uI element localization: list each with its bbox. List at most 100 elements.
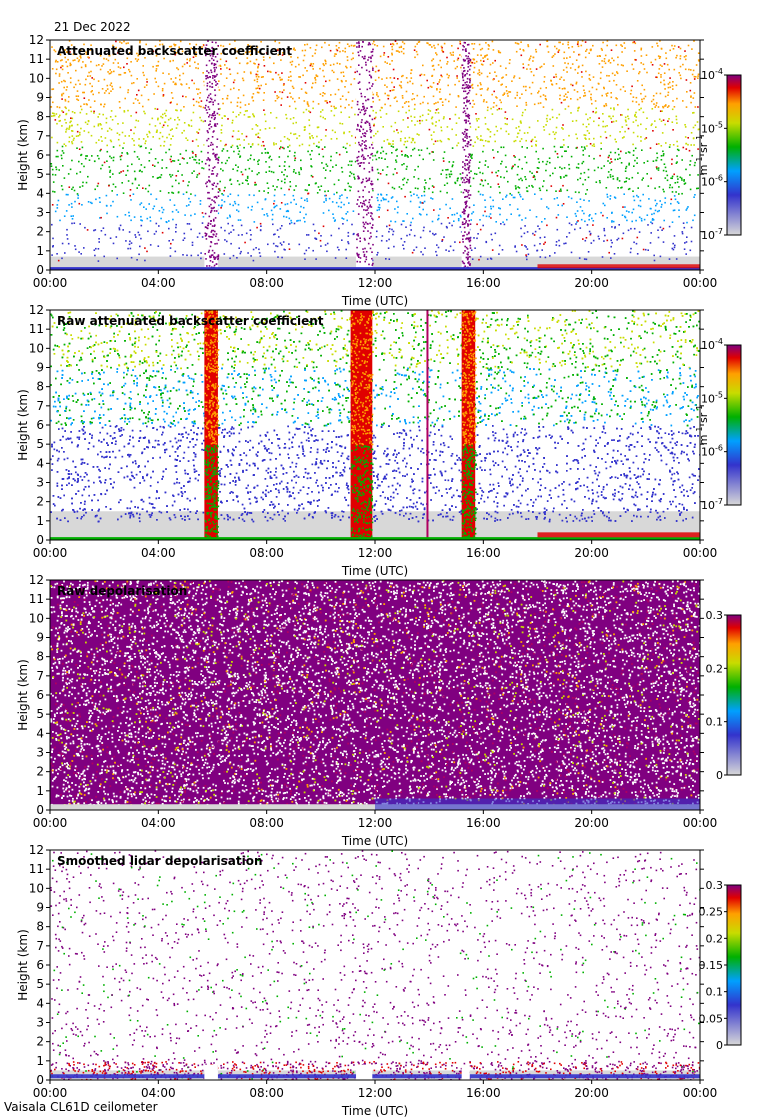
y-tick-label: 7 — [36, 939, 44, 953]
x-tick-label: 12:00 — [358, 276, 393, 290]
x-tick-label: 08:00 — [249, 546, 284, 560]
y-tick-label: 11 — [29, 322, 44, 336]
x-tick-label: 04:00 — [141, 816, 176, 830]
x-tick-label: 00:00 — [683, 816, 718, 830]
y-tick-label: 11 — [29, 862, 44, 876]
y-tick-label: 0 — [36, 1073, 44, 1087]
x-tick-label: 16:00 — [466, 276, 501, 290]
y-tick-label: 10 — [29, 881, 44, 895]
colorbar-tick-label: 0.25 — [699, 906, 724, 919]
y-tick-label: 4 — [36, 186, 44, 200]
y-tick-label: 12 — [29, 303, 44, 317]
heatmap-field — [50, 40, 700, 270]
y-tick-label: 12 — [29, 843, 44, 857]
panel-title: Attenuated backscatter coefficient — [57, 44, 292, 58]
y-tick-label: 1 — [36, 514, 44, 528]
y-tick-label: 9 — [36, 631, 44, 645]
colorbar-tick-label: 10-6 — [701, 444, 723, 459]
y-tick-label: 3 — [36, 746, 44, 760]
y-tick-label: 6 — [36, 688, 44, 702]
plot-area — [50, 310, 700, 540]
y-tick-label: 8 — [36, 110, 44, 124]
x-tick-label: 04:00 — [141, 276, 176, 290]
plot-area — [50, 850, 700, 1080]
y-tick-label: 2 — [36, 1035, 44, 1049]
x-tick-label: 04:00 — [141, 546, 176, 560]
y-tick-label: 10 — [29, 341, 44, 355]
y-tick-label: 10 — [29, 611, 44, 625]
y-tick-label: 0 — [36, 533, 44, 547]
x-tick-label: 20:00 — [574, 546, 609, 560]
y-tick-label: 5 — [36, 707, 44, 721]
y-tick-label: 11 — [29, 592, 44, 606]
y-tick-label: 5 — [36, 167, 44, 181]
y-tick-label: 8 — [36, 650, 44, 664]
x-tick-label: 00:00 — [683, 276, 718, 290]
colorbar-tick-label: 0.2 — [706, 662, 724, 675]
colorbar-tick-label: 0.3 — [706, 879, 724, 892]
y-tick-label: 5 — [36, 977, 44, 991]
y-tick-label: 3 — [36, 206, 44, 220]
colorbar — [726, 884, 742, 1046]
heatmap-field — [50, 580, 700, 810]
y-tick-label: 0 — [36, 263, 44, 277]
colorbar — [726, 74, 742, 236]
x-tick-label: 00:00 — [33, 816, 68, 830]
colorbar-tick-label: 10-6 — [701, 174, 723, 189]
y-tick-label: 9 — [36, 91, 44, 105]
x-tick-label: 12:00 — [358, 816, 393, 830]
colorbar-unit-label: m-1 sr-1 — [695, 405, 710, 445]
y-tick-label: 4 — [36, 996, 44, 1010]
y-axis-label: Height (km) — [16, 389, 30, 460]
y-tick-label: 12 — [29, 33, 44, 47]
colorbar-tick-label: 10-7 — [701, 227, 723, 242]
x-tick-label: 20:00 — [574, 276, 609, 290]
panel-title: Smoothed lidar depolarisation — [57, 854, 263, 868]
panel-title: Raw depolarisation — [57, 584, 187, 598]
panel-2: Raw attenuated backscatter coefficient 0 1… — [16, 303, 742, 578]
x-tick-label: 00:00 — [33, 1086, 68, 1100]
instrument-label: Vaisala CL61D ceilometer — [4, 1100, 158, 1114]
y-tick-label: 9 — [36, 901, 44, 915]
x-tick-label: 12:00 — [358, 546, 393, 560]
y-tick-label: 7 — [36, 399, 44, 413]
colorbar-tick-label: 0.3 — [706, 609, 724, 622]
y-tick-label: 8 — [36, 920, 44, 934]
y-tick-label: 2 — [36, 765, 44, 779]
x-tick-label: 16:00 — [466, 1086, 501, 1100]
x-tick-label: 16:00 — [466, 546, 501, 560]
y-tick-label: 12 — [29, 573, 44, 587]
y-tick-label: 0 — [36, 803, 44, 817]
y-tick-label: 2 — [36, 495, 44, 509]
y-tick-label: 1 — [36, 784, 44, 798]
colorbar-tick-label: 10-7 — [701, 497, 723, 512]
y-tick-label: 3 — [36, 1016, 44, 1030]
y-tick-label: 11 — [29, 52, 44, 66]
x-tick-label: 04:00 — [141, 1086, 176, 1100]
date-label: 21 Dec 2022 — [54, 20, 131, 34]
y-tick-label: 6 — [36, 148, 44, 162]
x-tick-label: 00:00 — [33, 276, 68, 290]
x-axis-label: Time (UTC) — [341, 834, 408, 848]
x-tick-label: 08:00 — [249, 1086, 284, 1100]
x-tick-label: 00:00 — [683, 546, 718, 560]
y-tick-label: 8 — [36, 380, 44, 394]
y-tick-label: 4 — [36, 726, 44, 740]
colorbar-unit-label: m-1 sr-1 — [695, 135, 710, 175]
y-tick-label: 1 — [36, 1054, 44, 1068]
colorbar-tick-label: 10-4 — [701, 67, 723, 82]
x-tick-label: 12:00 — [358, 1086, 393, 1100]
y-tick-label: 6 — [36, 418, 44, 432]
y-tick-label: 3 — [36, 476, 44, 490]
colorbar-tick-label: 0.05 — [699, 1012, 724, 1025]
colorbar-tick-label: 10-5 — [701, 120, 723, 135]
x-tick-label: 08:00 — [249, 816, 284, 830]
y-tick-label: 6 — [36, 958, 44, 972]
y-tick-label: 7 — [36, 129, 44, 143]
x-axis-label: Time (UTC) — [341, 564, 408, 578]
panel-4: Smoothed lidar depolarisation01234567891… — [16, 843, 742, 1118]
y-tick-label: 2 — [36, 225, 44, 239]
